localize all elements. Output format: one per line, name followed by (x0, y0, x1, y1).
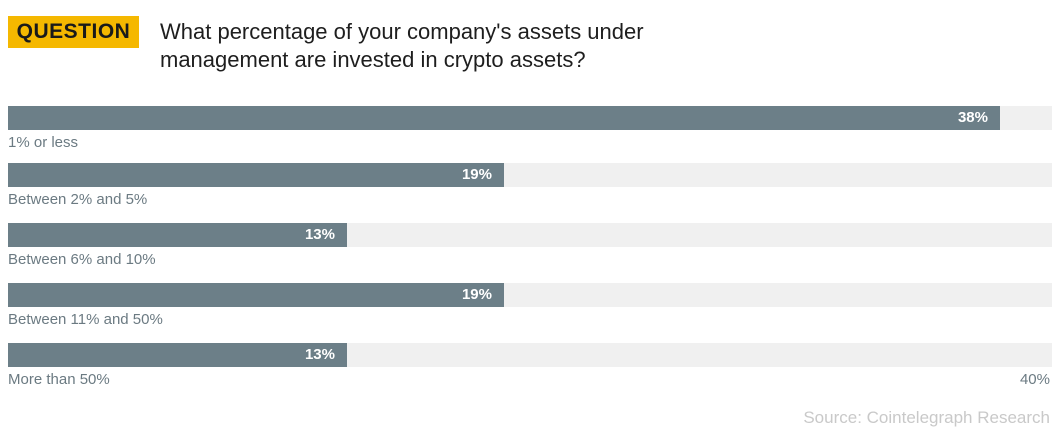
question-badge: QUESTION (8, 16, 139, 48)
category-label: More than 50% (8, 371, 110, 388)
bar: 19% (8, 163, 504, 187)
category-label: 1% or less (8, 134, 79, 151)
bar: 13% (8, 223, 347, 247)
bar-value-label: 13% (304, 346, 335, 363)
bar-value-label: 13% (304, 226, 335, 243)
bar-value-label: 19% (461, 286, 492, 303)
bar: 38% (8, 106, 1000, 130)
bar: 19% (8, 283, 504, 307)
bar-value-label: 19% (461, 166, 492, 183)
source-note: Source: Cointelegraph Research (803, 408, 1050, 427)
bar-value-label: 38% (957, 109, 988, 126)
question-text: What percentage of your company's assets… (160, 19, 644, 72)
axis-max-label: 40% (1019, 371, 1050, 388)
category-label: Between 2% and 5% (8, 191, 148, 208)
bar: 13% (8, 343, 347, 367)
category-label: Between 6% and 10% (8, 251, 156, 268)
category-label: Between 11% and 50% (8, 311, 163, 328)
